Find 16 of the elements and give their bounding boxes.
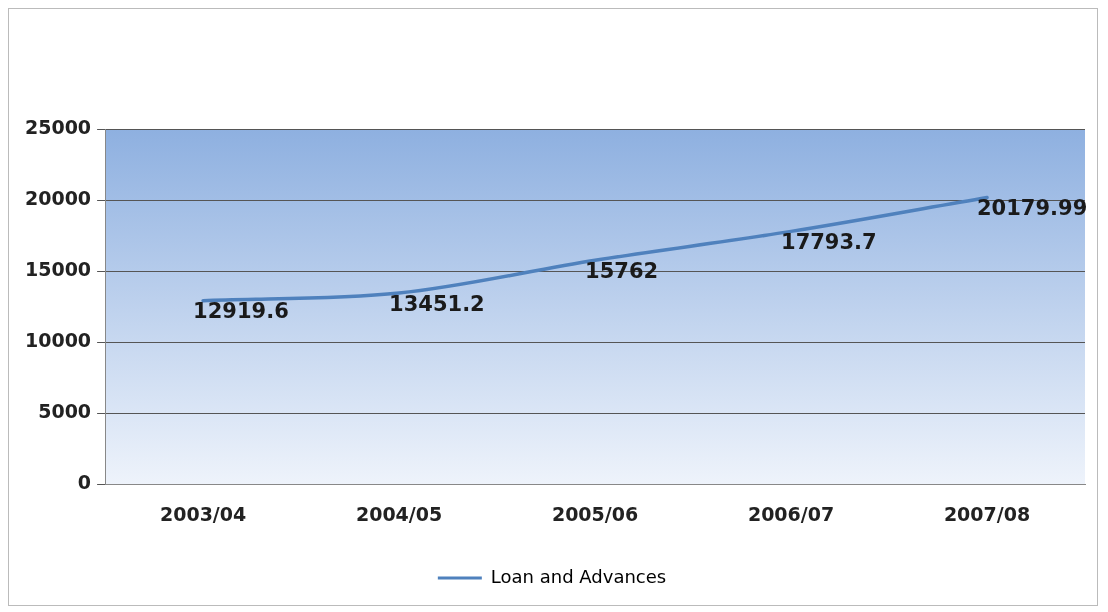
y-tick-label: 15000	[24, 258, 92, 281]
x-tick-label: 2006/07	[747, 502, 835, 525]
y-tick-label: 20000	[24, 186, 92, 209]
y-tick-label: 0	[77, 471, 92, 494]
x-tick-label: 2004/05	[355, 502, 443, 525]
data-label: 20179.99	[977, 195, 1088, 220]
x-tick-label: 2005/06	[551, 502, 639, 525]
legend-label: Loan and Advances	[490, 565, 667, 587]
y-tick-label: 5000	[38, 400, 92, 423]
data-label: 12919.6	[193, 299, 289, 324]
y-tick-label: 25000	[24, 115, 92, 138]
data-label: 17793.7	[781, 229, 877, 254]
data-label: 13451.2	[389, 291, 485, 316]
x-tick-label: 2003/04	[159, 502, 247, 525]
y-tick-label: 10000	[24, 329, 92, 352]
x-tick-label: 2007/08	[943, 502, 1031, 525]
